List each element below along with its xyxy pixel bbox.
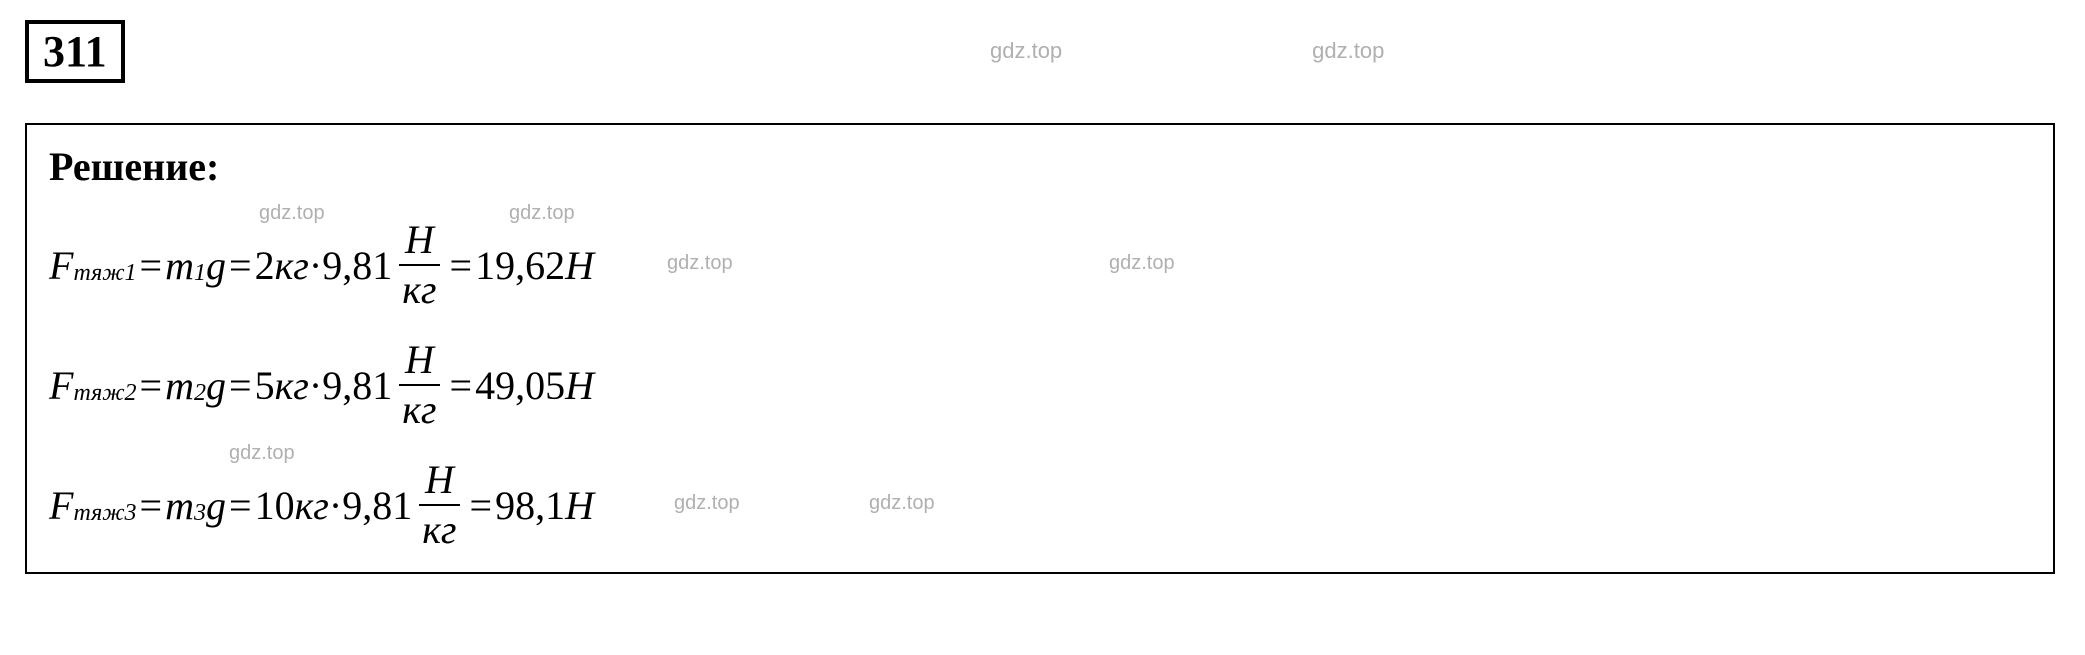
- watermark-top-row: gdz.top gdz.top: [990, 38, 1384, 64]
- watermark-text: gdz.top: [1312, 38, 1384, 64]
- result-value: 19,62: [475, 242, 565, 289]
- mass-value: 10: [255, 482, 295, 529]
- lhs-sub: тяж2: [73, 380, 136, 407]
- fraction: Н кг: [396, 340, 442, 430]
- g-value: 9,81: [342, 482, 412, 529]
- equation-1: gdz.top gdz.top gdz.top gdz.top Fтяж1 = …: [49, 220, 2031, 310]
- result-unit: Н: [565, 242, 594, 289]
- mass-sub: 3: [194, 500, 206, 527]
- watermark-text: gdz.top: [509, 202, 575, 225]
- problem-number-box: 311: [25, 20, 125, 83]
- solution-heading: Решение:: [49, 143, 2031, 190]
- lhs-sub: тяж3: [73, 500, 136, 527]
- watermark-text: gdz.top: [229, 442, 295, 465]
- watermark-text: gdz.top: [674, 492, 740, 515]
- watermark-text: gdz.top: [990, 38, 1062, 64]
- problem-number: 311: [43, 27, 107, 76]
- lhs-sub: тяж1: [73, 260, 136, 287]
- mass-unit: кг: [275, 242, 309, 289]
- lhs-var: F: [49, 362, 73, 409]
- lhs-var: F: [49, 482, 73, 529]
- watermark-text: gdz.top: [667, 252, 733, 275]
- equation-2: Fтяж2 = m2g = 5кг · 9,81 Н кг = 49,05Н: [49, 340, 2031, 430]
- mass-sub: 1: [194, 260, 206, 287]
- frac-bot: кг: [396, 266, 442, 310]
- lhs-var: F: [49, 242, 73, 289]
- mass-unit: кг: [275, 362, 309, 409]
- g-var: g: [206, 242, 226, 289]
- frac-top: Н: [399, 220, 440, 266]
- watermark-text: gdz.top: [1109, 252, 1175, 275]
- g-value: 9,81: [322, 242, 392, 289]
- frac-bot: кг: [396, 386, 442, 430]
- frac-bot: кг: [416, 506, 462, 550]
- equation-3: gdz.top gdz.top gdz.top Fтяж3 = m3g = 10…: [49, 460, 2031, 550]
- result-unit: Н: [565, 362, 594, 409]
- result-value: 98,1: [495, 482, 565, 529]
- frac-top: Н: [399, 340, 440, 386]
- fraction: Н кг: [416, 460, 462, 550]
- mass-value: 2: [255, 242, 275, 289]
- frac-top: Н: [419, 460, 460, 506]
- watermark-text: gdz.top: [869, 492, 935, 515]
- fraction: Н кг: [396, 220, 442, 310]
- mass-value: 5: [255, 362, 275, 409]
- result-unit: Н: [565, 482, 594, 529]
- mass-unit: кг: [295, 482, 329, 529]
- result-value: 49,05: [475, 362, 565, 409]
- solution-box: Решение: gdz.top gdz.top gdz.top gdz.top…: [25, 123, 2055, 574]
- mass-var: m: [165, 482, 194, 529]
- mass-sub: 2: [194, 380, 206, 407]
- watermark-text: gdz.top: [259, 202, 325, 225]
- g-var: g: [206, 362, 226, 409]
- g-var: g: [206, 482, 226, 529]
- mass-var: m: [165, 362, 194, 409]
- g-value: 9,81: [322, 362, 392, 409]
- mass-var: m: [165, 242, 194, 289]
